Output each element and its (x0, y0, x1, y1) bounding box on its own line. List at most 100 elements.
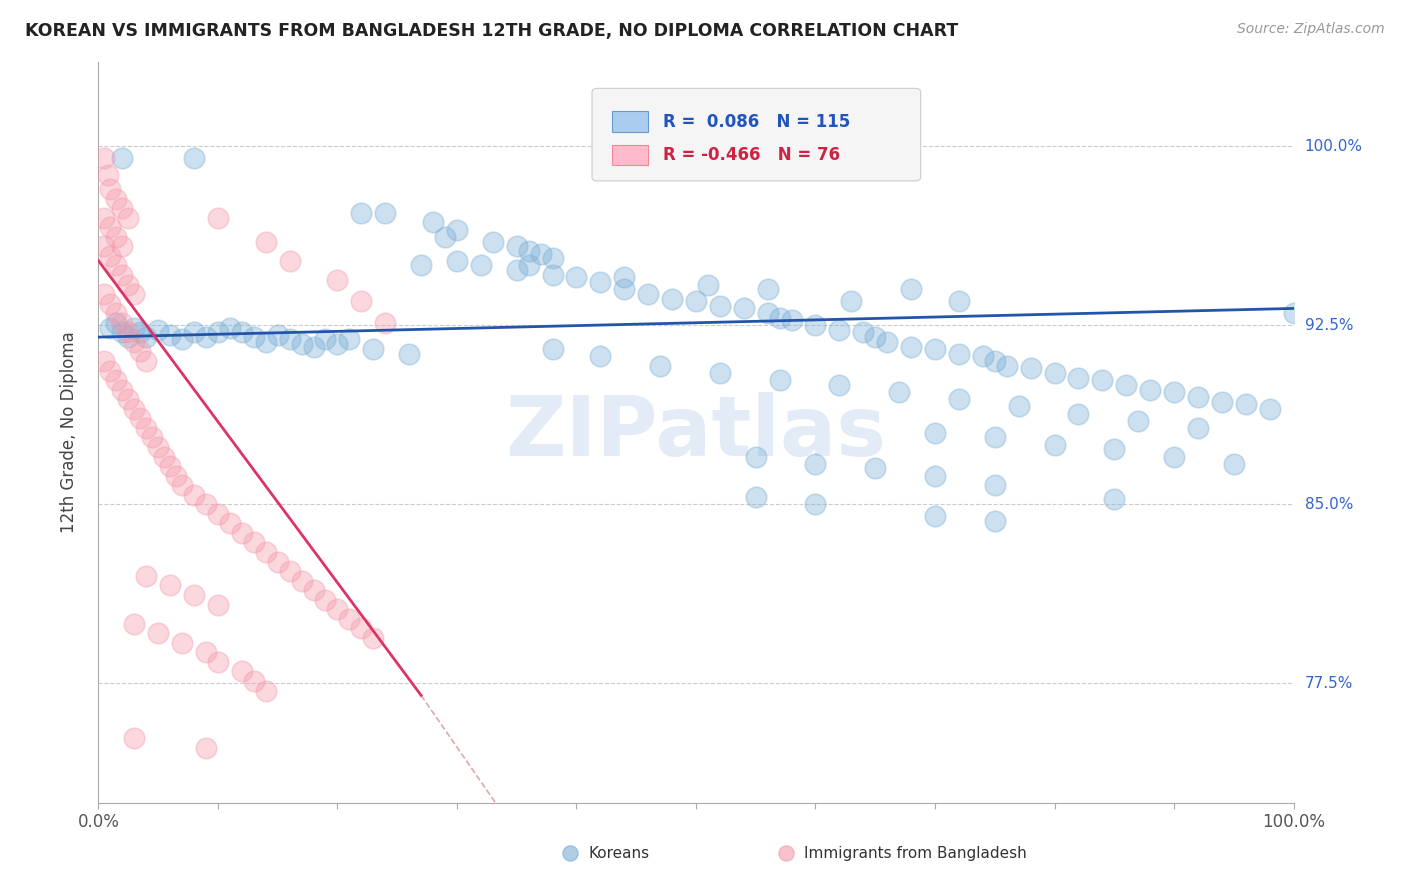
Point (948, 294, 970, 309)
Point (172, 478, 194, 492)
Point (135, 421, 157, 435)
Point (637, 287, 659, 301)
Point (165, 468, 187, 483)
Point (411, 259, 433, 273)
Point (195, 645, 218, 659)
Text: ZIPatlas: ZIPatlas (506, 392, 886, 473)
Point (865, 461, 887, 475)
Point (709, 366, 731, 380)
Point (93, 287, 115, 301)
Point (243, 330, 266, 344)
Point (135, 330, 157, 344)
Point (105, 192, 128, 206)
Point (948, 347, 970, 361)
Point (254, 545, 277, 559)
Point (326, 273, 349, 287)
Point (98, 220, 122, 235)
Text: KOREAN VS IMMIGRANTS FROM BANGLADESH 12TH GRADE, NO DIPLOMA CORRELATION CHART: KOREAN VS IMMIGRANTS FROM BANGLADESH 12T… (25, 22, 959, 40)
Point (446, 222, 468, 236)
Point (924, 509, 946, 524)
Point (398, 347, 420, 361)
Point (589, 275, 612, 289)
Point (422, 215, 444, 229)
Point (135, 569, 157, 583)
Point (105, 229, 128, 244)
Point (207, 655, 229, 669)
Point (852, 326, 875, 340)
Point (98, 249, 122, 263)
Point (93, 211, 115, 225)
Point (613, 282, 636, 296)
Point (685, 294, 707, 309)
Point (446, 253, 468, 268)
Point (804, 318, 827, 333)
Point (159, 458, 181, 473)
Point (207, 507, 229, 521)
Point (111, 326, 134, 340)
Point (876, 334, 898, 349)
Point (291, 574, 314, 588)
Point (219, 516, 242, 531)
Point (374, 316, 396, 330)
Point (148, 323, 170, 337)
Point (374, 206, 396, 220)
Point (111, 383, 134, 397)
Point (302, 583, 325, 598)
Point (207, 326, 229, 340)
Point (117, 211, 139, 225)
Point (1115, 377, 1137, 392)
Point (195, 740, 218, 755)
Point (135, 354, 157, 368)
Point (124, 320, 146, 334)
Point (1282, 306, 1305, 320)
Text: Immigrants from Bangladesh: Immigrants from Bangladesh (804, 846, 1026, 861)
Point (506, 263, 529, 277)
Point (267, 555, 290, 569)
Point (278, 253, 301, 268)
Point (648, 359, 672, 373)
Text: R = -0.466   N = 76: R = -0.466 N = 76 (662, 146, 839, 164)
Point (709, 299, 731, 313)
Point (105, 306, 128, 320)
Point (1104, 492, 1126, 507)
Point (302, 340, 325, 354)
Point (153, 450, 176, 464)
Point (1223, 457, 1246, 471)
Bar (613, 145, 648, 165)
Point (219, 320, 242, 334)
Point (745, 450, 768, 464)
Point (231, 665, 253, 679)
Point (984, 478, 1007, 492)
Point (1139, 383, 1161, 397)
Point (129, 326, 152, 340)
Point (117, 326, 139, 340)
Point (183, 326, 205, 340)
Point (93, 354, 115, 368)
Point (278, 564, 301, 578)
Point (1091, 373, 1114, 387)
Point (1104, 442, 1126, 457)
Point (111, 239, 134, 253)
Point (124, 401, 146, 416)
Point (1211, 394, 1233, 409)
Point (984, 354, 1007, 368)
Point (117, 392, 139, 407)
Point (291, 337, 314, 351)
Point (350, 622, 373, 636)
Point (183, 488, 205, 502)
Point (195, 330, 218, 344)
Point (195, 497, 218, 511)
Point (254, 235, 277, 249)
Point (105, 316, 128, 330)
Text: Source: ZipAtlas.com: Source: ZipAtlas.com (1237, 22, 1385, 37)
Point (924, 425, 946, 440)
Point (984, 430, 1007, 444)
Point (183, 588, 205, 602)
Point (350, 206, 373, 220)
Point (1019, 361, 1042, 376)
Point (1043, 366, 1066, 380)
Point (363, 631, 385, 645)
Point (733, 301, 755, 316)
Point (1187, 390, 1209, 404)
Point (828, 377, 851, 392)
